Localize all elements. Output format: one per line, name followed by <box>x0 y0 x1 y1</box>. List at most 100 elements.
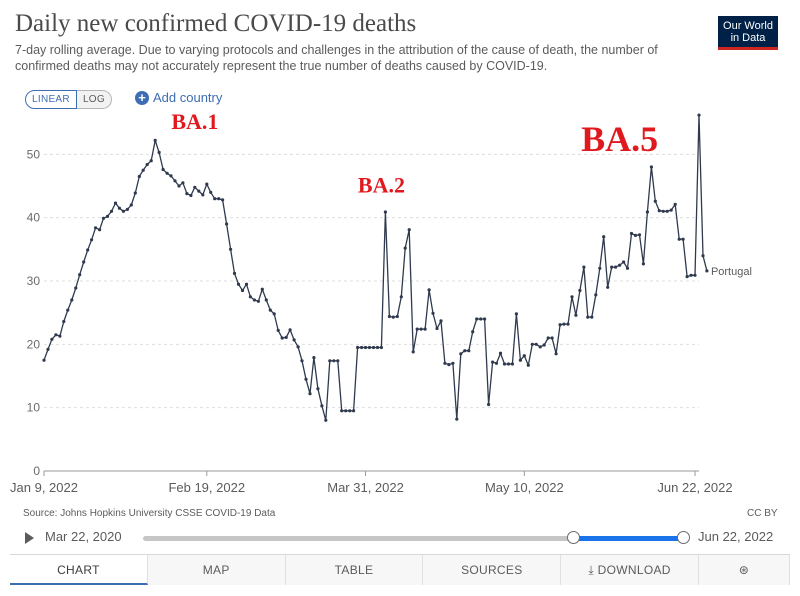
x-tick-label: Mar 31, 2022 <box>327 480 404 495</box>
data-point <box>209 190 213 194</box>
license-link[interactable]: CC BY <box>747 508 778 519</box>
data-point <box>494 361 499 365</box>
data-point <box>229 247 233 251</box>
data-point <box>371 345 376 350</box>
variant-annotation: BA.1 <box>171 109 218 134</box>
add-country-button[interactable]: + Add country <box>135 90 222 105</box>
data-point <box>367 345 372 350</box>
data-point <box>510 362 514 366</box>
tab-table[interactable]: TABLE <box>286 555 424 585</box>
timeline-end-handle[interactable] <box>677 531 690 544</box>
data-point <box>145 162 149 167</box>
data-point <box>534 342 538 346</box>
data-point <box>399 295 403 299</box>
data-point <box>98 228 102 232</box>
data-point <box>181 181 185 185</box>
log-scale-button[interactable]: LOG <box>76 90 112 109</box>
data-point <box>566 322 570 326</box>
source-note[interactable]: Source: Johns Hopkins University CSSE CO… <box>23 508 276 519</box>
data-point <box>415 327 419 331</box>
data-point <box>701 254 705 258</box>
timeline-track[interactable] <box>143 536 683 541</box>
data-point <box>618 263 622 267</box>
tab-map[interactable]: MAP <box>148 555 286 585</box>
data-point <box>411 350 415 354</box>
data-point <box>629 231 634 236</box>
data-point <box>625 266 630 270</box>
y-tick-label: 10 <box>27 401 41 415</box>
tab-sources[interactable]: SOURCES <box>423 555 562 585</box>
data-point <box>546 336 550 340</box>
plus-circle-icon: + <box>135 90 149 105</box>
data-point <box>590 315 594 319</box>
data-point <box>375 345 380 350</box>
data-point <box>193 185 197 189</box>
data-point <box>292 338 296 342</box>
data-point <box>622 260 626 264</box>
tab-chart[interactable]: CHART <box>10 555 148 585</box>
data-point <box>300 359 304 363</box>
data-point <box>133 191 137 195</box>
y-tick-label: 40 <box>27 211 41 225</box>
data-point <box>236 282 241 286</box>
data-point <box>471 330 475 334</box>
y-tick-label: 30 <box>27 274 41 288</box>
data-point <box>336 359 340 363</box>
data-point <box>117 206 121 210</box>
share-button[interactable]: ⊛ <box>699 555 790 585</box>
data-point <box>661 209 665 213</box>
data-point <box>395 314 399 319</box>
data-point <box>217 197 221 201</box>
logo-line-1: Our World <box>723 20 773 32</box>
data-point <box>173 179 177 183</box>
tab-download[interactable]: ⤓ DOWNLOAD <box>561 555 699 585</box>
data-point <box>328 359 332 363</box>
data-point <box>232 271 237 275</box>
data-point <box>423 327 427 331</box>
data-point <box>693 273 697 277</box>
timeline-range <box>572 536 683 541</box>
data-point <box>360 345 364 350</box>
data-point <box>260 287 264 291</box>
data-point <box>554 352 558 356</box>
play-icon[interactable] <box>25 532 34 544</box>
data-point <box>109 209 114 213</box>
data-point <box>356 345 360 350</box>
data-point <box>677 237 681 241</box>
data-point <box>332 359 336 363</box>
tab-download-label: DOWNLOAD <box>597 563 671 577</box>
data-point <box>538 345 542 349</box>
x-tick-label: Feb 19, 2022 <box>168 480 245 495</box>
data-point <box>606 285 610 289</box>
data-point <box>296 345 300 349</box>
timeline-start-handle[interactable] <box>566 531 580 544</box>
timeline-start-label: Mar 22, 2020 <box>45 529 122 544</box>
data-point <box>42 358 46 362</box>
data-point <box>316 387 320 391</box>
data-point <box>185 192 189 196</box>
data-point <box>653 199 657 203</box>
data-point <box>491 360 495 364</box>
data-point <box>201 193 205 197</box>
data-point <box>451 361 455 365</box>
data-point <box>407 228 411 232</box>
data-point <box>141 168 145 172</box>
data-point <box>221 198 225 202</box>
data-point <box>344 409 348 413</box>
data-point <box>705 269 709 273</box>
owid-logo[interactable]: Our World in Data <box>718 16 778 50</box>
data-point <box>614 265 618 269</box>
data-point <box>641 262 646 266</box>
data-point <box>197 189 201 193</box>
data-point <box>483 317 487 321</box>
share-icon: ⊛ <box>738 563 750 577</box>
linear-scale-button[interactable]: LINEAR <box>25 90 77 109</box>
data-point <box>268 308 272 312</box>
data-point <box>681 237 685 241</box>
data-point <box>189 193 193 198</box>
data-point <box>205 182 209 186</box>
data-point <box>82 260 86 264</box>
series-end-label: Portugal <box>711 266 752 278</box>
data-point <box>244 282 249 286</box>
y-tick-label: 20 <box>27 337 41 351</box>
